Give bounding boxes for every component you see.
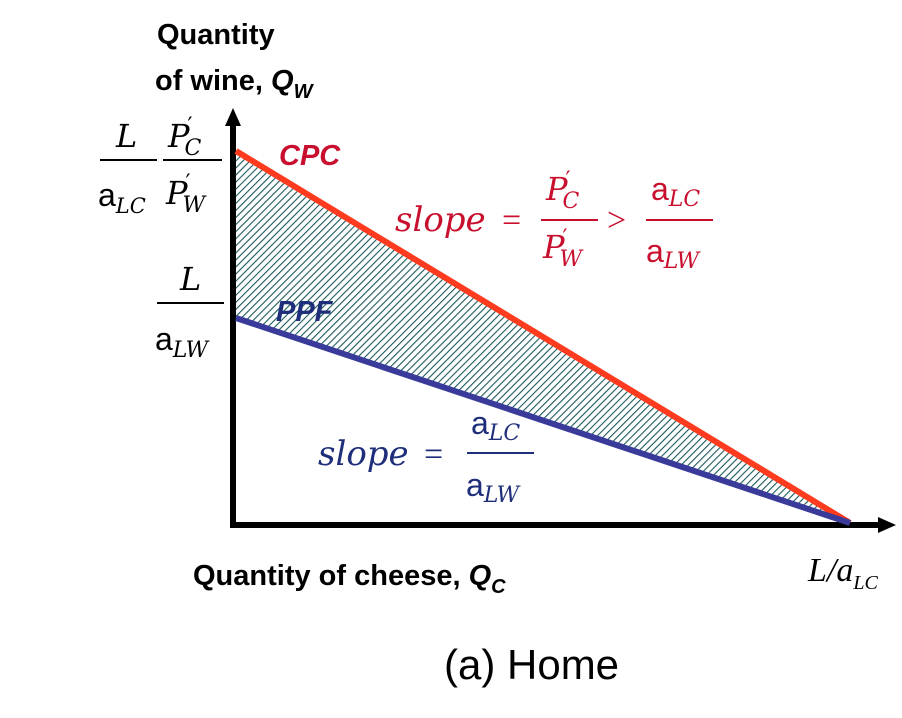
svg-text:P′W: P′ W bbox=[165, 171, 208, 218]
svg-text:aLC: aLC bbox=[651, 171, 700, 212]
y-axis-title-line2: of wine, QW bbox=[155, 65, 315, 103]
y-axis-arrow bbox=[225, 108, 241, 126]
svg-text:>: > bbox=[607, 202, 626, 239]
ppf-line bbox=[235, 315, 851, 526]
svg-text:aLW: aLW bbox=[155, 321, 210, 363]
svg-text:L: L bbox=[115, 117, 137, 155]
svg-text:P′C: P′ C bbox=[545, 168, 580, 214]
svg-text:slope: slope bbox=[318, 434, 409, 474]
x-axis-title: Quantity of cheese, QC bbox=[193, 560, 506, 598]
svg-text:P′C: P′ C bbox=[167, 114, 202, 161]
cpc-slope-annotation: slope = P′ C P′ W > aLC aLW bbox=[395, 168, 713, 274]
svg-text:aLC: aLC bbox=[98, 177, 146, 218]
cpc-label: CPC bbox=[279, 140, 341, 172]
svg-text:aLC: aLC bbox=[471, 405, 520, 446]
ppf-label: PPF bbox=[276, 296, 334, 328]
cpc-line bbox=[234, 148, 852, 526]
y-axis-title-line1: Quantity bbox=[157, 19, 275, 51]
x-axis-arrow bbox=[878, 517, 896, 533]
svg-text:L: L bbox=[179, 260, 201, 298]
svg-text:aLW: aLW bbox=[646, 233, 701, 274]
svg-text:P′W: P′ W bbox=[542, 226, 585, 272]
svg-text:aLW: aLW bbox=[466, 467, 521, 508]
y-tick-cpc-intercept: L aLC P′ C P′ W bbox=[98, 114, 222, 218]
ppf-slope-annotation: slope = aLC aLW bbox=[318, 405, 534, 508]
y-tick-ppf-intercept: L aLW bbox=[155, 260, 224, 363]
svg-text:slope: slope bbox=[395, 200, 486, 240]
x-intercept-label: L/aLC bbox=[807, 552, 878, 594]
svg-text:=: = bbox=[424, 436, 443, 473]
svg-text:=: = bbox=[502, 202, 521, 239]
caption: (a) Home bbox=[444, 641, 619, 688]
